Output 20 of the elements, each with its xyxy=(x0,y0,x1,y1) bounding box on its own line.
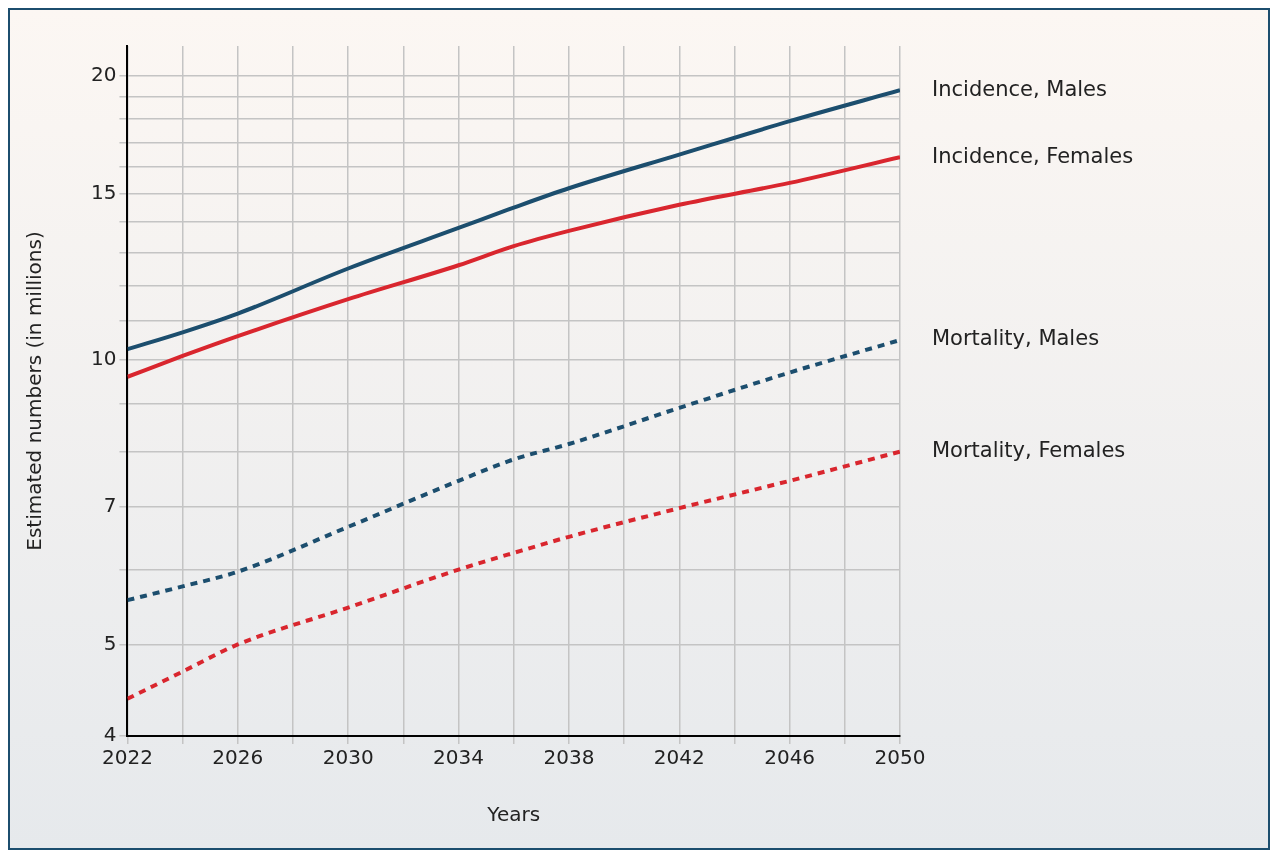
y-tick-label: 20 xyxy=(91,61,117,86)
series-label: Mortality, Males xyxy=(932,326,1100,351)
x-tick-label: 2046 xyxy=(764,745,816,770)
y-tick-label: 4 xyxy=(103,722,117,747)
x-tick-label: 2050 xyxy=(874,745,926,770)
series-label: Incidence, Females xyxy=(932,143,1134,168)
y-axis-title: Estimated numbers (in millions) xyxy=(22,231,47,551)
x-tick-label: 2022 xyxy=(102,745,153,770)
y-tick-label: 7 xyxy=(103,492,117,517)
y-tick-label: 10 xyxy=(91,346,117,371)
y-tick-label: 15 xyxy=(91,179,117,204)
series-label: Incidence, Males xyxy=(932,76,1107,101)
x-tick-label: 2042 xyxy=(653,745,705,770)
series-label: Mortality, Females xyxy=(932,438,1126,463)
y-tick-label: 5 xyxy=(103,630,117,655)
x-tick-label: 2030 xyxy=(322,745,374,770)
x-axis-title: Years xyxy=(486,802,541,827)
x-tick-label: 2038 xyxy=(543,745,595,770)
x-tick-label: 2034 xyxy=(433,745,484,770)
x-tick-label: 2026 xyxy=(212,745,264,770)
